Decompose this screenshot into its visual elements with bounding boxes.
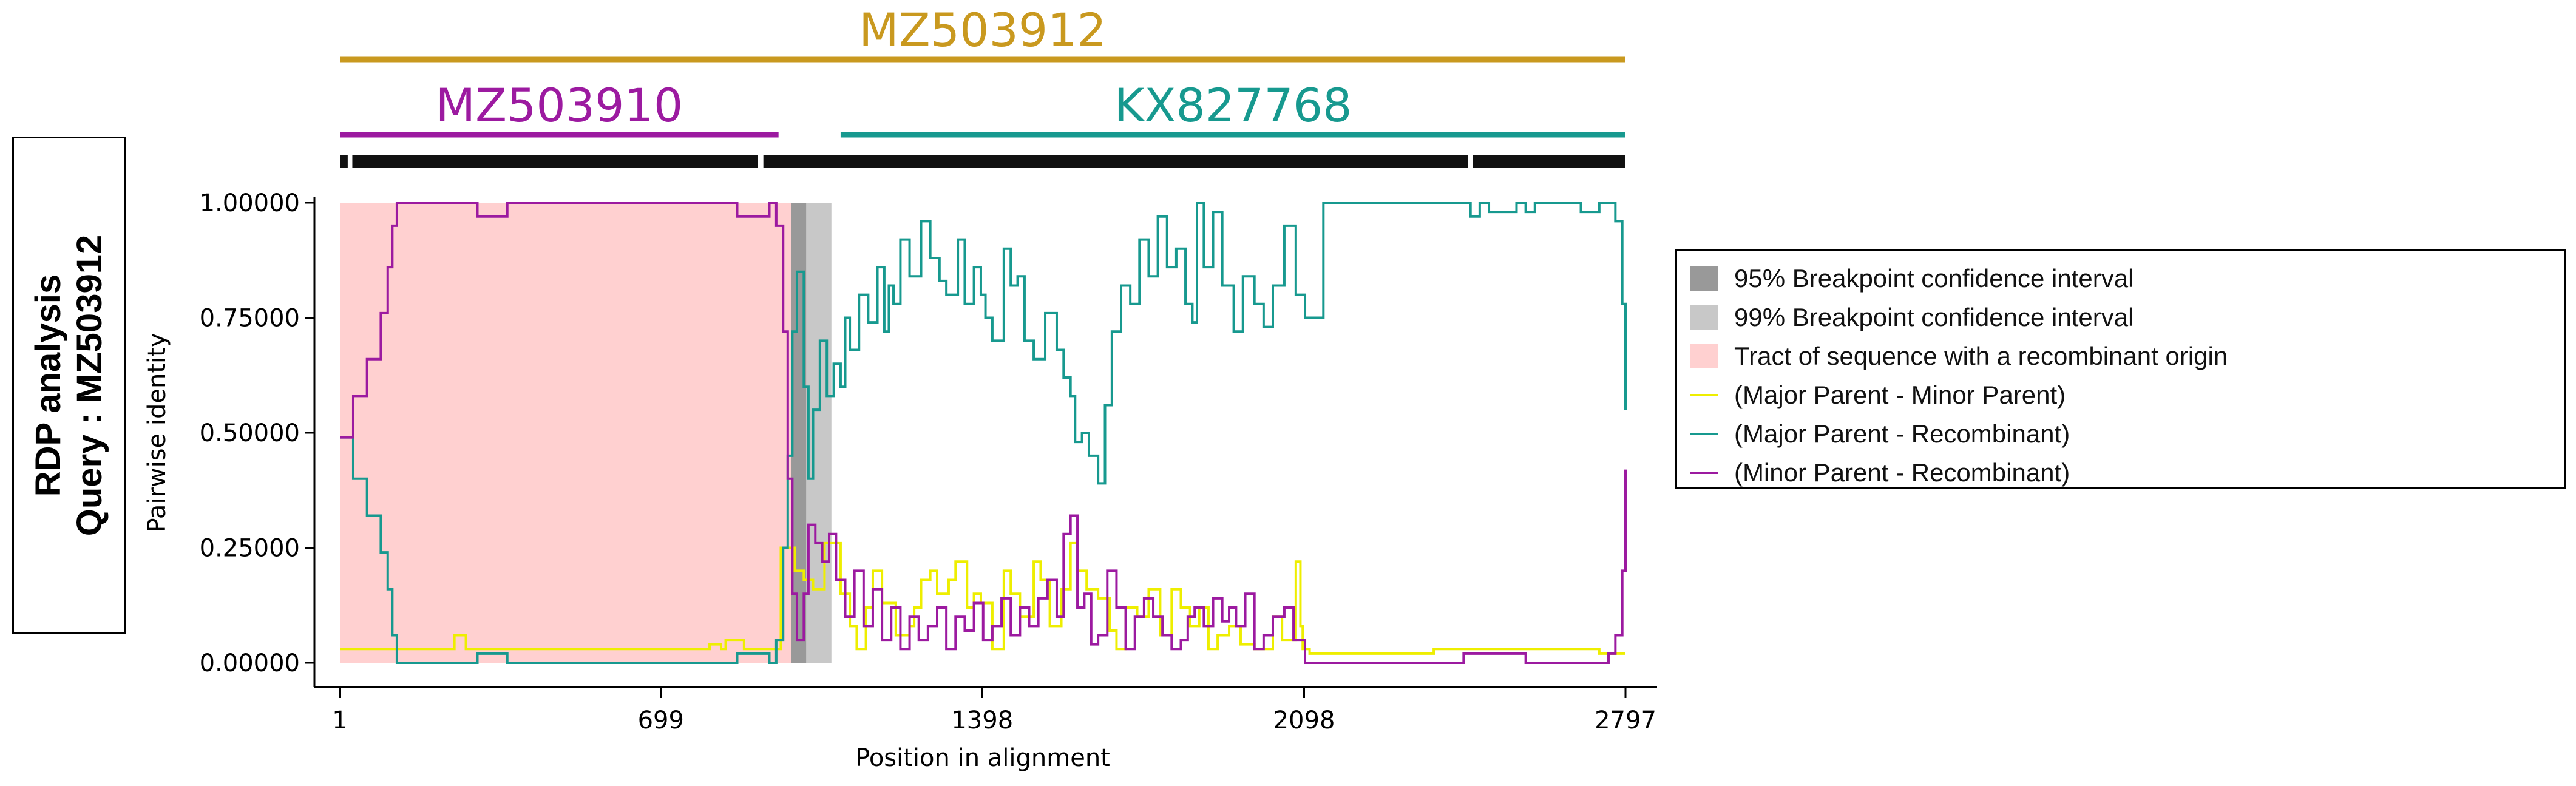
x-tick-label: 2098 [1273,706,1335,734]
legend-item: Tract of sequence with a recombinant ori… [1690,337,2564,376]
legend-item: (Minor Parent - Recombinant) [1690,453,2564,492]
sites-segment [352,155,758,168]
sites-segment [340,155,348,168]
legend-label: (Major Parent - Recombinant) [1734,419,2070,448]
series-lines [340,202,1627,664]
legend-item: (Major Parent - Recombinant) [1690,415,2564,453]
shading-regions [340,203,832,663]
legend-label: 99% Breakpoint confidence interval [1734,303,2134,331]
x-axis-label: Position in alignment [855,744,1110,772]
sequence-bar-label: KX827768 [1114,78,1352,132]
legend-item: (Major Parent - Minor Parent) [1690,376,2564,415]
x-tick-label: 2797 [1595,706,1656,734]
legend-swatch [1690,433,1718,435]
y-tick-label: 0.25000 [200,535,300,563]
legend-label: 95% Breakpoint confidence interval [1734,264,2134,293]
sequence-bar-label: MZ503910 [435,78,683,132]
y-axis-label: Pairwise identity [143,333,171,532]
sites-segment [1473,155,1625,168]
series-line-3 [340,202,1627,664]
recombinant-tract-region [340,203,807,663]
axes: 0.00000 0.25000 0.50000 0.75000 1.00000 Pairw… [143,189,1657,772]
x-tick-label: 1398 [951,706,1013,734]
legend: 95% Breakpoint confidence interval 99% Br… [1675,249,2566,489]
series-line-2 [340,202,1627,664]
x-tick-label: 1 [332,706,347,734]
y-tick-label: 0.00000 [200,649,300,677]
legend-swatch [1690,394,1718,396]
informative-sites-track [340,155,1625,168]
legend-item: 99% Breakpoint confidence interval [1690,298,2564,337]
legend-swatch [1690,344,1718,368]
sequence-bars: MZ503912 MZ503910 KX827768 [340,3,1625,138]
legend-label: Tract of sequence with a recombinant ori… [1734,342,2228,370]
x-tick-label: 699 [638,706,684,734]
y-tick-label: 0.50000 [200,419,300,447]
series-line-1 [340,541,1625,655]
title-box: RDP analysis Query : MZ503912 [12,137,126,634]
y-tick-label: 0.75000 [200,305,300,333]
y-tick-label: 1.00000 [200,189,300,217]
legend-label: (Minor Parent - Recombinant) [1734,458,2070,487]
legend-swatch [1690,305,1718,330]
legend-label: (Major Parent - Minor Parent) [1734,381,2066,409]
legend-item: 95% Breakpoint confidence interval [1690,259,2564,298]
sequence-bar-label: MZ503912 [859,3,1107,57]
sites-segment [763,155,1468,168]
legend-swatch [1690,472,1718,474]
legend-swatch [1690,266,1718,291]
